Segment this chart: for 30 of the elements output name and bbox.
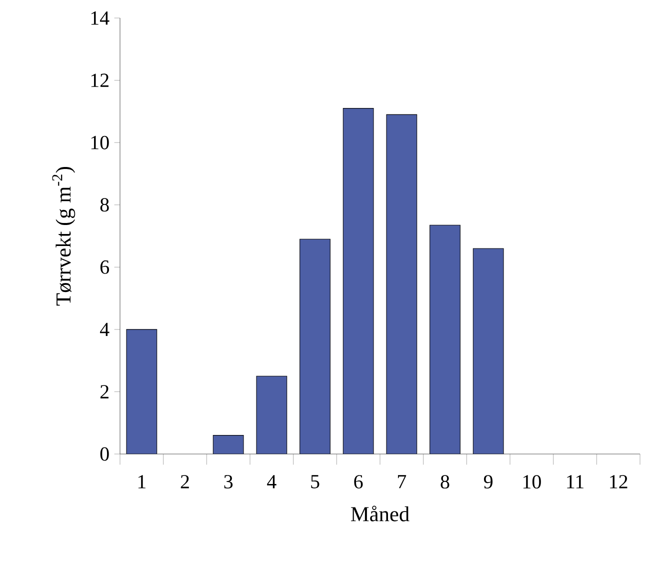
x-tick-label: 5 <box>311 475 320 488</box>
bar <box>430 224 460 454</box>
x-tick-label: 11 <box>567 475 584 488</box>
x-tick-label: 1 <box>138 475 146 488</box>
x-tick-label: 2 <box>180 475 189 488</box>
y-tick-label: 8 <box>100 198 109 212</box>
x-tick-label: 12 <box>610 475 628 488</box>
x-axis-title: Måned <box>350 506 410 522</box>
bar <box>300 238 330 454</box>
bar <box>386 114 418 454</box>
y-tick-label: 12 <box>91 74 108 87</box>
y-axis-title: Tørrvekt (g m$^{-2}$) <box>52 167 76 306</box>
x-tick-label: 9 <box>484 475 493 488</box>
x-tick-label: 6 <box>354 475 363 488</box>
y-tick-label: 2 <box>100 385 108 398</box>
y-tick-label: 4 <box>100 322 110 336</box>
x-tick-label: 3 <box>224 475 233 488</box>
bar <box>472 248 504 454</box>
bar <box>212 435 244 454</box>
bar <box>256 376 288 454</box>
bar <box>342 108 374 454</box>
x-tick-label: 7 <box>398 475 406 488</box>
y-tick-label: 10 <box>91 136 109 150</box>
x-tick-label: 8 <box>440 475 450 489</box>
x-tick-label: 4 <box>267 475 276 488</box>
x-tick-label: 10 <box>523 475 541 489</box>
bar <box>126 329 158 454</box>
y-tick-label: 0 <box>100 447 109 461</box>
y-tick-label: 14 <box>91 11 110 25</box>
y-tick-label: 6 <box>100 260 110 274</box>
